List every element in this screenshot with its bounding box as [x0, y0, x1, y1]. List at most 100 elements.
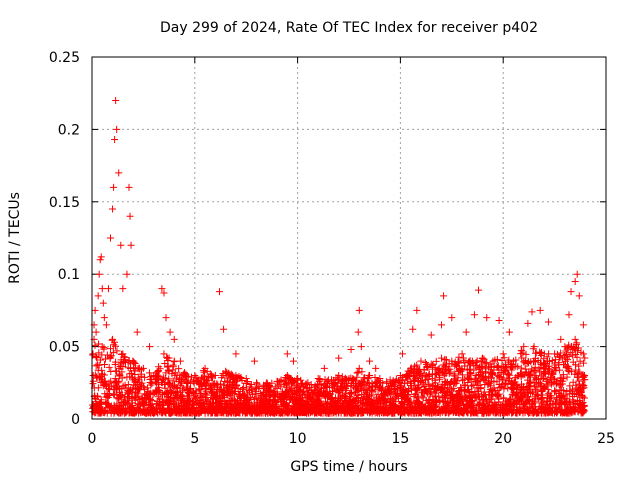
roti-point	[420, 381, 428, 389]
roti-point	[191, 372, 199, 380]
roti-point	[96, 356, 104, 364]
roti-point	[95, 270, 103, 278]
roti-point	[102, 400, 110, 408]
roti-point	[283, 391, 291, 399]
x-tick-label: 5	[190, 431, 199, 447]
roti-point	[448, 399, 456, 407]
roti-point	[311, 382, 319, 390]
roti-point	[144, 384, 152, 392]
roti-point	[252, 388, 260, 396]
roti-point	[113, 383, 121, 391]
roti-point	[468, 357, 476, 365]
roti-point	[216, 380, 224, 388]
roti-point	[186, 389, 194, 397]
roti-point	[94, 292, 102, 300]
roti-point	[247, 396, 255, 404]
roti-point	[453, 363, 461, 371]
roti-point	[185, 403, 193, 411]
roti-point	[495, 372, 503, 380]
roti-point	[355, 408, 363, 416]
roti-point	[389, 378, 397, 386]
roti-point	[356, 380, 364, 388]
roti-point	[525, 358, 533, 366]
roti-point	[524, 319, 532, 327]
roti-point	[103, 381, 111, 389]
roti-point	[389, 395, 397, 403]
roti-point	[312, 387, 320, 395]
roti-point	[448, 357, 456, 365]
roti-point	[507, 395, 515, 403]
roti-point	[436, 408, 444, 416]
roti-point	[456, 397, 464, 405]
roti-point	[579, 359, 587, 367]
roti-point	[178, 386, 186, 394]
roti-point	[297, 403, 305, 411]
roti-point	[436, 375, 444, 383]
roti-point	[496, 383, 504, 391]
roti-point	[156, 365, 164, 373]
roti-point	[95, 361, 103, 369]
roti-point	[222, 406, 230, 414]
roti-point	[479, 393, 487, 401]
roti-point	[170, 408, 178, 416]
roti-point	[463, 393, 471, 401]
roti-point	[117, 241, 125, 249]
roti-point	[489, 408, 497, 416]
y-axis-label: ROTI / TECUs	[7, 192, 23, 284]
roti-point	[489, 357, 497, 365]
roti-point	[160, 289, 168, 297]
roti-point	[128, 369, 136, 377]
roti-point	[426, 391, 434, 399]
roti-point	[572, 390, 580, 398]
roti-point	[254, 394, 262, 402]
roti-point	[570, 344, 578, 352]
roti-point	[438, 321, 446, 329]
roti-point	[455, 353, 463, 361]
roti-point	[557, 349, 565, 357]
roti-point	[150, 372, 158, 380]
roti-point	[559, 371, 567, 379]
grid	[92, 57, 606, 419]
roti-point	[176, 357, 184, 365]
roti-point	[474, 392, 482, 400]
roti-point	[544, 385, 552, 393]
roti-point	[317, 390, 325, 398]
roti-point	[551, 406, 559, 414]
roti-point	[564, 363, 572, 371]
roti-point	[162, 389, 170, 397]
roti-point	[297, 387, 305, 395]
roti-point	[208, 389, 216, 397]
roti-point	[382, 387, 390, 395]
roti-point	[125, 183, 133, 191]
roti-point	[535, 378, 543, 386]
roti-point	[559, 392, 567, 400]
roti-point	[558, 355, 566, 363]
roti-point	[224, 378, 232, 386]
roti-point	[385, 388, 393, 396]
roti-point	[573, 270, 581, 278]
roti-point	[471, 374, 479, 382]
roti-point	[540, 385, 548, 393]
roti-point	[516, 408, 524, 416]
roti-point	[242, 374, 250, 382]
roti-point	[110, 408, 118, 416]
roti-point	[222, 367, 230, 375]
roti-point	[509, 406, 517, 414]
roti-point	[576, 380, 584, 388]
roti-point	[443, 387, 451, 395]
y-tick-label: 0	[71, 412, 80, 428]
roti-point	[366, 372, 374, 380]
roti-point	[451, 372, 459, 380]
roti-point	[465, 365, 473, 373]
roti-point	[407, 398, 415, 406]
roti-point	[198, 382, 206, 390]
roti-point	[508, 379, 516, 387]
roti-point	[188, 400, 196, 408]
roti-point	[105, 390, 113, 398]
roti-point	[320, 364, 328, 372]
roti-point	[277, 394, 285, 402]
roti-point	[252, 406, 260, 414]
roti-point	[504, 384, 512, 392]
roti-point	[243, 401, 251, 409]
roti-point	[525, 382, 533, 390]
